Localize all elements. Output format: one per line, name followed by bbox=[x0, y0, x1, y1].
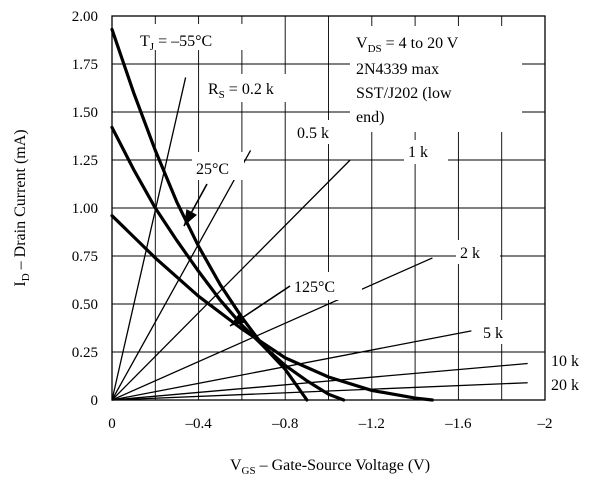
rs-load-line bbox=[112, 150, 251, 400]
y-tick-label: 0.25 bbox=[72, 345, 98, 361]
temp-label-125: 125°C bbox=[294, 279, 335, 296]
x-tick-label: –0.4 bbox=[184, 416, 212, 432]
y-tick-label: 0.50 bbox=[72, 297, 98, 313]
arrows bbox=[184, 184, 290, 326]
y-axis-title: ID – Drain Current (mA) bbox=[12, 129, 32, 286]
rs-label: 5 k bbox=[483, 325, 503, 342]
x-tick-label: –1.2 bbox=[358, 416, 385, 432]
rs-label: 10 k bbox=[551, 353, 579, 370]
y-tick-label: 1.00 bbox=[72, 201, 98, 217]
x-tick-label: –1.6 bbox=[444, 416, 472, 432]
y-tick-label: 1.75 bbox=[72, 57, 98, 73]
x-tick-label: –0.8 bbox=[271, 416, 298, 432]
x-tick-label: –2 bbox=[537, 416, 553, 432]
x-axis-title: VGS – Gate-Source Voltage (V) bbox=[230, 457, 430, 477]
temp-label-25: 25°C bbox=[196, 161, 229, 178]
y-tick-label: 2.00 bbox=[72, 9, 98, 25]
y-tick-label: 1.25 bbox=[72, 153, 98, 169]
x-tick-label: 0 bbox=[108, 416, 116, 432]
rs-label: 2 k bbox=[460, 245, 480, 262]
conditions-note-line: SST/J202 (low bbox=[356, 85, 452, 102]
rs-label: 1 k bbox=[408, 144, 428, 161]
rs-label: 0.5 k bbox=[297, 125, 329, 142]
rs-load-line bbox=[112, 258, 432, 400]
rs-load-line bbox=[112, 331, 471, 400]
rs-load-line bbox=[112, 383, 528, 400]
y-tick-label: 0 bbox=[91, 393, 99, 409]
label-masks bbox=[132, 24, 590, 396]
temperature-curve bbox=[112, 216, 432, 400]
arrow-head bbox=[184, 209, 197, 226]
conditions-note-line: 2N4339 max bbox=[356, 61, 439, 78]
y-tick-label: 1.50 bbox=[72, 105, 98, 121]
conditions-note-line: end) bbox=[356, 109, 384, 126]
rs-label: 20 k bbox=[551, 377, 579, 394]
rs-load-line bbox=[112, 364, 528, 400]
y-tick-label: 0.75 bbox=[72, 249, 98, 265]
